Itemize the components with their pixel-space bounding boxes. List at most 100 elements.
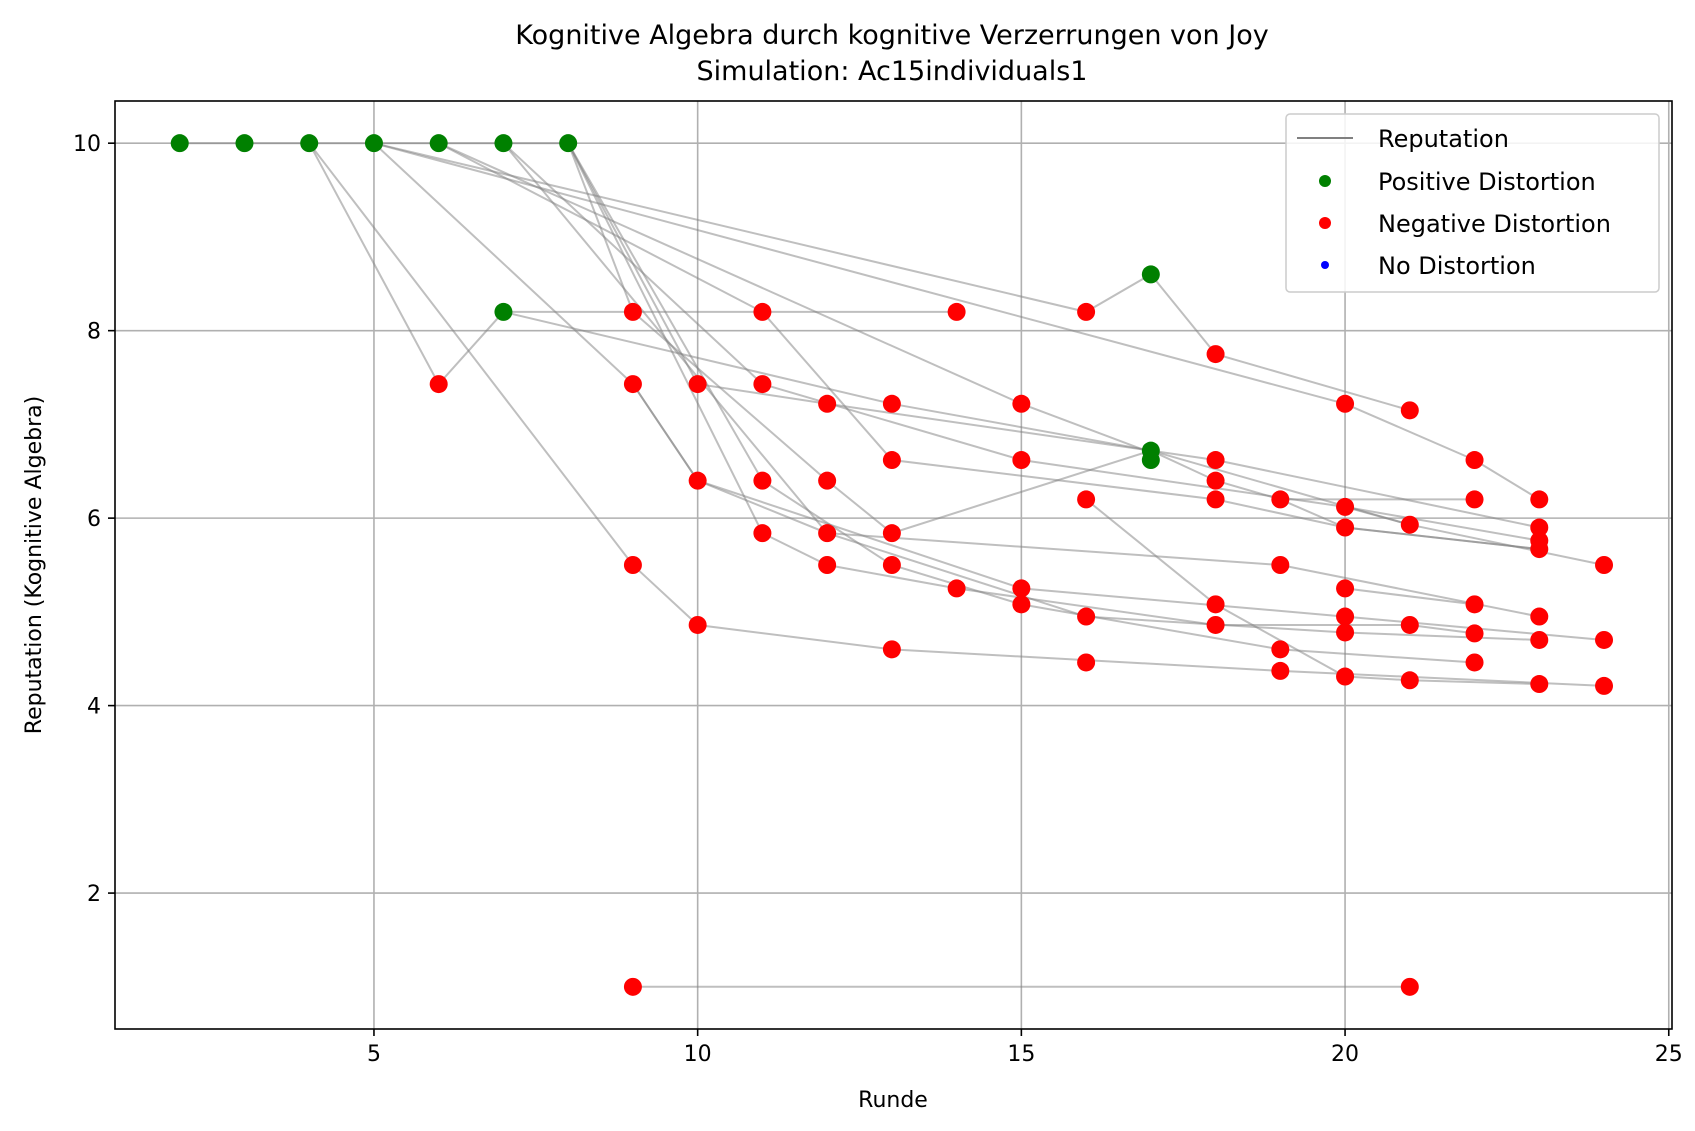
legend-label-none: No Distortion — [1378, 252, 1536, 280]
x-tick-label: 25 — [1655, 1042, 1683, 1067]
negative-distortion-point — [818, 471, 837, 490]
negative-distortion-point — [882, 640, 901, 659]
axis-ticks: 5 10 15 20 25 2 4 6 8 10 — [73, 132, 1683, 1067]
reputation-line — [373, 142, 1540, 501]
y-tick-label: 10 — [73, 132, 101, 157]
negative-distortion-point — [1271, 661, 1290, 680]
positive-distortion-point — [364, 134, 383, 153]
negative-distortion-point — [1206, 345, 1225, 364]
positive-distortion-point — [1141, 451, 1160, 470]
negative-distortion-point — [1400, 515, 1419, 534]
negative-distortion-point — [1206, 451, 1225, 470]
negative-distortion-point — [1077, 653, 1096, 672]
y-tick-label: 4 — [87, 695, 101, 720]
y-tick-label: 6 — [87, 507, 101, 532]
negative-distortion-point — [1206, 615, 1225, 634]
negative-distortion-point — [1465, 653, 1484, 672]
x-tick-label: 15 — [1007, 1042, 1035, 1067]
negative-distortion-point — [1077, 302, 1096, 321]
positive-distortion-point — [494, 134, 513, 153]
negative-distortion-point — [818, 394, 837, 413]
negative-distortion-point — [1595, 676, 1614, 695]
reputation-line — [373, 142, 1540, 618]
negative-distortion-point — [623, 556, 642, 574]
positive-distortion-point — [300, 134, 319, 153]
negative-distortion-point — [1595, 556, 1614, 574]
negative-distortion-point — [882, 451, 901, 470]
reputation-line — [308, 142, 1605, 687]
negative-distortion-point — [623, 375, 642, 394]
negative-distortion-point — [882, 394, 901, 413]
plot-frame — [114, 100, 1673, 1030]
negative-distortion-point — [688, 471, 707, 490]
negative-distortion-point — [947, 302, 966, 321]
legend-none-swatch — [1321, 261, 1329, 269]
negative-distortion-point — [1465, 624, 1484, 643]
legend-label-reputation: Reputation — [1378, 125, 1509, 153]
negative-distortion-point — [1206, 595, 1225, 614]
negative-distortion-point — [1465, 490, 1484, 509]
negative-distortion-point — [623, 302, 642, 321]
negative-distortion-point — [1530, 607, 1549, 626]
negative-distortion-point — [1206, 490, 1225, 509]
negative-distortion-point — [429, 375, 448, 394]
negative-distortion-point — [753, 471, 772, 490]
positive-distortion-point — [1141, 265, 1160, 284]
positive-distortion-point — [559, 134, 578, 153]
negative-distortion-point — [688, 375, 707, 394]
x-tick-label: 20 — [1331, 1042, 1359, 1067]
positive-distortion-point — [170, 134, 189, 153]
negative-distortion-point — [1012, 394, 1031, 413]
negative-distortion-point — [1530, 518, 1549, 537]
negative-distortion-point — [1336, 518, 1355, 537]
negative-distortion-point — [1400, 615, 1419, 634]
negative-distortion-point — [1336, 394, 1355, 413]
negative-distortion-point — [753, 302, 772, 321]
negative-distortion-point — [1595, 630, 1614, 649]
negative-distortion-point — [753, 524, 772, 543]
negative-distortion-point — [1465, 451, 1484, 470]
x-axis-label: Runde — [858, 1088, 928, 1113]
negative-distortion-point — [1012, 579, 1031, 598]
negative-distortion-point — [818, 524, 837, 543]
negative-distortion-point — [1271, 640, 1290, 659]
negative-distortion-point — [1012, 595, 1031, 614]
negative-distortion-point — [1077, 607, 1096, 626]
negative-distortion-point — [1271, 490, 1290, 509]
legend-box — [1285, 113, 1660, 293]
negative-distortion-point — [1336, 607, 1355, 626]
y-tick-label: 8 — [87, 320, 101, 345]
positive-distortion-point — [429, 134, 448, 153]
negative-distortion-point — [818, 556, 837, 574]
legend-negative-swatch — [1319, 217, 1331, 229]
legend-label-negative: Negative Distortion — [1378, 210, 1611, 238]
negative-distortion-point — [1530, 630, 1549, 649]
positive-distortion-point — [235, 134, 254, 153]
negative-distortion-point — [1336, 667, 1355, 686]
negative-distortion-point — [623, 977, 642, 996]
negative-distortion-point — [1336, 497, 1355, 516]
negative-distortion-point — [688, 615, 707, 634]
legend-positive-swatch — [1319, 175, 1331, 187]
y-tick-label: 2 — [87, 882, 101, 907]
positive-distortion-point — [494, 302, 513, 321]
negative-distortion-point — [882, 556, 901, 574]
chart-subtitle: Simulation: Ac15individuals1 — [697, 56, 1088, 87]
negative-distortion-point — [882, 524, 901, 543]
negative-distortion-point — [1400, 671, 1419, 690]
negative-distortion-point — [1336, 579, 1355, 598]
negative-distortion-point — [1465, 595, 1484, 614]
negative-distortion-point — [1400, 977, 1419, 996]
y-axis-label: Reputation (Kognitive Algebra) — [22, 396, 47, 734]
negative-distortion-point — [1530, 675, 1549, 694]
x-tick-label: 5 — [367, 1042, 381, 1067]
chart-title: Kognitive Algebra durch kognitive Verzer… — [515, 20, 1268, 51]
distortion-points — [170, 134, 1614, 996]
negative-distortion-point — [1012, 451, 1031, 470]
negative-distortion-point — [753, 375, 772, 394]
negative-distortion-point — [1530, 490, 1549, 509]
reputation-line — [308, 142, 1411, 526]
negative-distortion-point — [1077, 490, 1096, 509]
legend-label-positive: Positive Distortion — [1378, 168, 1596, 196]
